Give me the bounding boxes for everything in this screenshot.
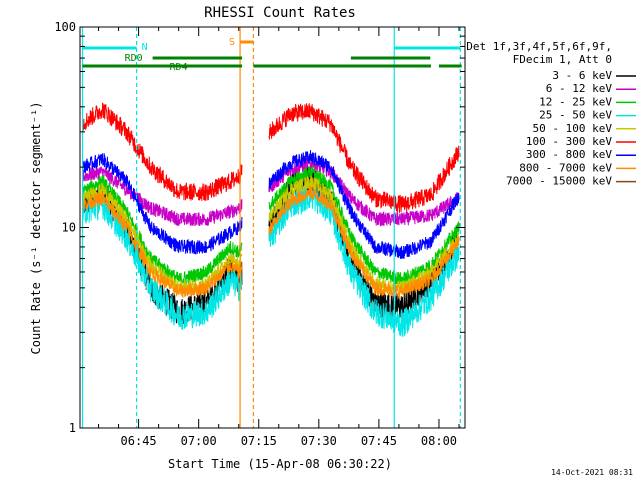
series-line-6-12-keV xyxy=(82,156,460,227)
legend-header-1: FDecim 1, Att 0 xyxy=(513,53,612,66)
series-line-12-25-keV xyxy=(82,164,460,287)
x-axis-label: Start Time (15-Apr-08 06:30:22) xyxy=(168,457,392,471)
x-tick-label-0700: 07:00 xyxy=(181,434,217,448)
legend-entry-label: 7000 - 15000 keV xyxy=(506,175,612,188)
legend-header-0: Det 1f,3f,4f,5f,6f,9f, xyxy=(466,40,612,53)
series-line-100-300-keV xyxy=(82,102,460,213)
legend-entry-label: 6 - 12 keV xyxy=(546,82,613,95)
series-line-800-7000-keV xyxy=(82,185,460,299)
flag-label-n: N xyxy=(142,42,148,53)
flag-label-rd4: RD4 xyxy=(170,62,188,73)
flag-label-s: S xyxy=(229,37,235,48)
chart-title: RHESSI Count Rates xyxy=(204,5,356,21)
footer-timestamp: 14-Oct-2021 08:31 xyxy=(551,468,633,477)
legend-entry-label: 25 - 50 keV xyxy=(539,109,612,122)
y-tick-label-100: 100 xyxy=(54,20,76,34)
series-line-300-800-keV xyxy=(82,150,460,260)
legend-entry-label: 50 - 100 keV xyxy=(533,122,613,135)
x-tick-label-0715: 07:15 xyxy=(241,434,277,448)
x-tick-label-0645: 06:45 xyxy=(121,434,157,448)
legend-entry-label: 300 - 800 keV xyxy=(526,148,612,161)
x-tick-label-0745: 07:45 xyxy=(361,434,397,448)
x-tick-label-0800: 08:00 xyxy=(421,434,457,448)
legend-entry-label: 12 - 25 keV xyxy=(539,95,612,108)
legend-entry-label: 3 - 6 keV xyxy=(552,69,612,82)
x-tick-label-0730: 07:30 xyxy=(301,434,337,448)
y-tick-label-10: 10 xyxy=(62,221,76,235)
plot-area: N S RD0 RD4 1 10 100 06:45 07:00 07:15 07:30 07:45 0… xyxy=(54,20,466,448)
y-axis-label: Count Rate (s⁻¹ detector segment⁻¹) xyxy=(29,102,43,355)
flag-label-rd0: RD0 xyxy=(125,53,143,64)
legend-entry-label: 800 - 7000 keV xyxy=(519,161,612,174)
y-tick-label-1: 1 xyxy=(69,421,76,435)
legend: Det 1f,3f,4f,5f,6f,9f,FDecim 1, Att 0 3 -… xyxy=(466,40,636,188)
legend-entry-label: 100 - 300 keV xyxy=(526,135,612,148)
